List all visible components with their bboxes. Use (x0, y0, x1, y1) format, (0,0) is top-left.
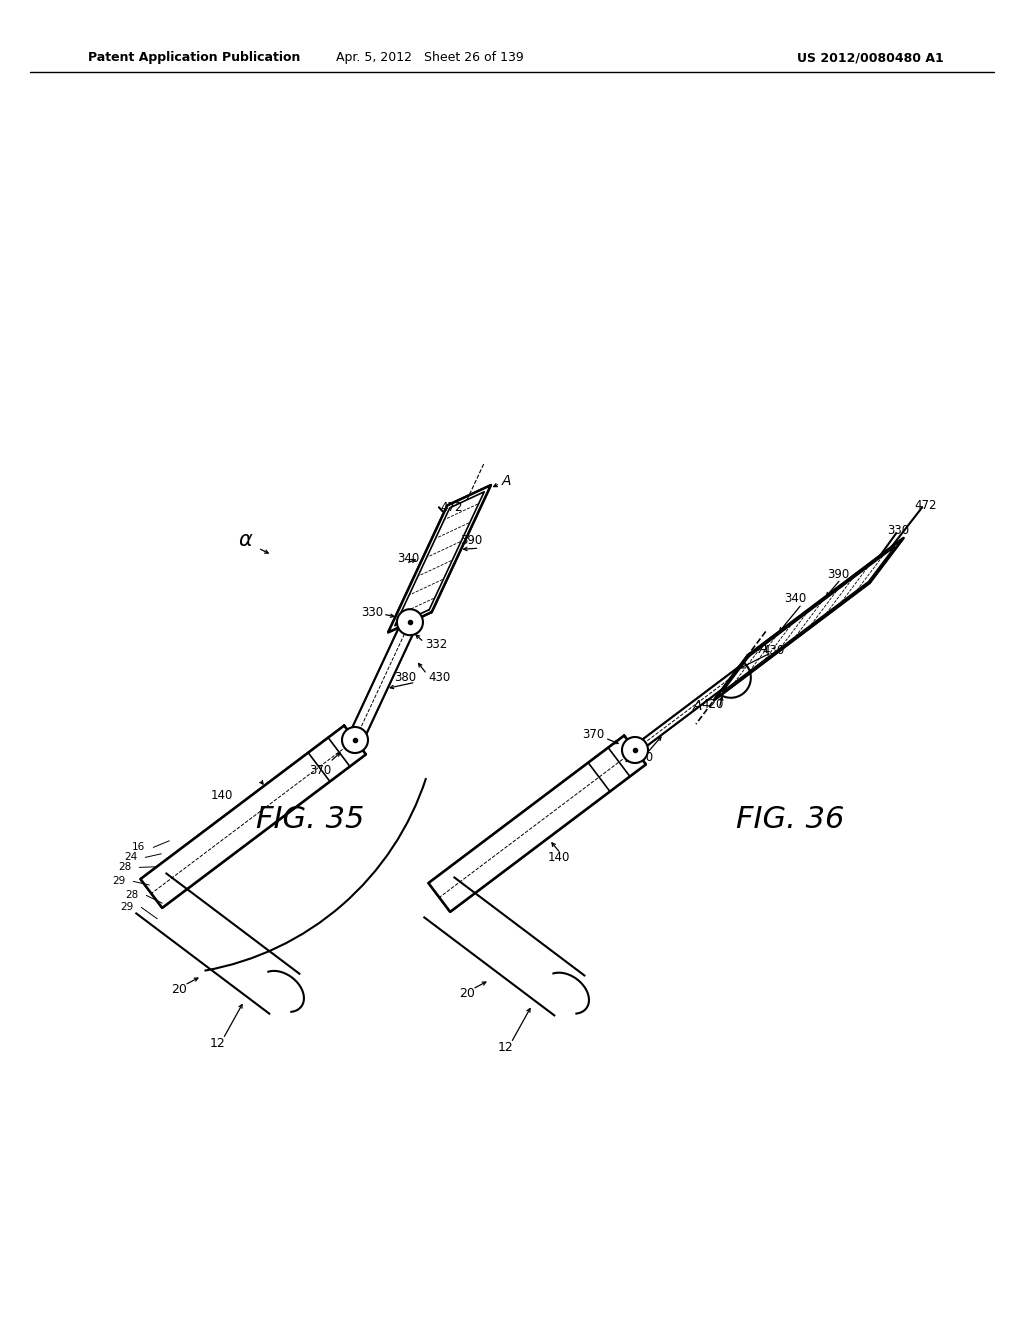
Text: US 2012/0080480 A1: US 2012/0080480 A1 (797, 51, 943, 65)
Text: 29: 29 (120, 903, 133, 912)
Text: 370: 370 (309, 763, 331, 776)
Text: 20: 20 (172, 982, 187, 995)
Polygon shape (627, 667, 739, 762)
Polygon shape (428, 735, 646, 912)
Text: 12: 12 (498, 1041, 514, 1055)
Polygon shape (140, 726, 366, 908)
Circle shape (397, 609, 423, 635)
Text: 330: 330 (887, 524, 909, 537)
Text: 24: 24 (124, 853, 137, 862)
Circle shape (622, 737, 648, 763)
Text: A: A (502, 474, 511, 488)
Text: FIG. 36: FIG. 36 (736, 805, 844, 834)
Text: 140: 140 (548, 851, 570, 865)
Text: 140: 140 (211, 789, 233, 803)
Text: α: α (239, 531, 252, 550)
Text: 390: 390 (460, 533, 482, 546)
Text: Patent Application Publication: Patent Application Publication (88, 51, 300, 65)
Text: A: A (693, 700, 702, 713)
Text: 380: 380 (394, 671, 417, 684)
Text: 472: 472 (441, 500, 464, 513)
Text: 340: 340 (396, 552, 419, 565)
Text: Apr. 5, 2012   Sheet 26 of 139: Apr. 5, 2012 Sheet 26 of 139 (336, 51, 524, 65)
Text: 340: 340 (783, 593, 806, 606)
Text: 370: 370 (582, 729, 604, 742)
Polygon shape (344, 618, 421, 744)
Text: 472: 472 (914, 499, 937, 512)
Text: 28: 28 (125, 891, 138, 900)
Text: 330: 330 (360, 606, 383, 619)
Text: 420: 420 (701, 698, 724, 711)
Text: A: A (759, 643, 768, 656)
Polygon shape (714, 539, 903, 700)
Text: 380: 380 (631, 751, 653, 764)
Polygon shape (388, 486, 490, 632)
Text: 430: 430 (762, 644, 784, 657)
Text: 430: 430 (428, 671, 451, 684)
Text: 332: 332 (425, 638, 447, 651)
Text: 28: 28 (118, 862, 131, 873)
Text: 29: 29 (112, 876, 125, 887)
Text: 390: 390 (827, 568, 850, 581)
Text: 12: 12 (210, 1038, 226, 1051)
Text: 20: 20 (460, 986, 475, 999)
Text: FIG. 35: FIG. 35 (256, 805, 365, 834)
Circle shape (342, 727, 368, 752)
Text: 16: 16 (132, 842, 145, 853)
